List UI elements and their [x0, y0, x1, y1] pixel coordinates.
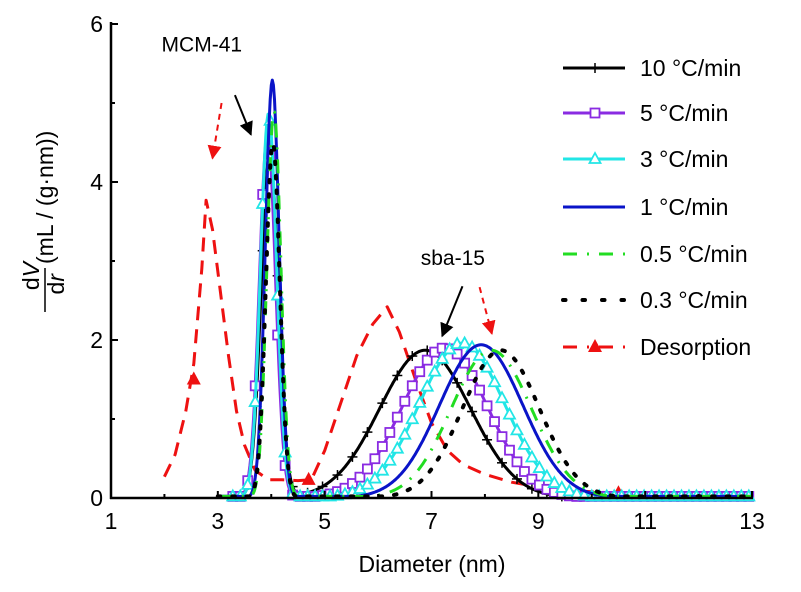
y-tick-label: 6 — [90, 11, 103, 37]
annotation-arrow — [478, 286, 496, 336]
data-marker — [511, 456, 523, 468]
legend-item: 5 °C/min — [563, 100, 728, 126]
data-marker — [405, 411, 420, 425]
data-marker — [494, 390, 510, 404]
x-tick-label: 5 — [318, 508, 331, 534]
data-marker — [421, 354, 433, 366]
annotation-arrow — [207, 102, 223, 160]
data-marker — [390, 440, 405, 454]
legend-item: Desorption — [563, 334, 751, 360]
y-title-num-d: d — [18, 277, 44, 290]
data-marker — [375, 462, 390, 476]
y-tick-label: 0 — [90, 485, 103, 511]
data-marker — [186, 371, 201, 385]
data-marker — [539, 468, 554, 482]
legend-marker — [588, 339, 602, 352]
y-title-den-d: d — [43, 282, 69, 295]
data-marker — [384, 427, 396, 438]
y-title-den-r: r — [43, 273, 69, 282]
legend-label: Desorption — [640, 334, 751, 360]
y-tick-label: 4 — [90, 169, 103, 195]
annotation-label: MCM-41 — [162, 34, 243, 57]
y-title-units: (mL / (g·nm)) — [32, 131, 58, 264]
legend-marker — [587, 151, 603, 164]
x-axis-title: Diameter (nm) — [359, 551, 506, 577]
data-marker — [487, 374, 502, 388]
legend-label: 3 °C/min — [640, 146, 728, 172]
data-marker — [457, 335, 472, 349]
y-tick-label: 2 — [90, 327, 103, 353]
series-line — [215, 141, 754, 499]
data-marker — [502, 406, 517, 420]
x-tick-label: 7 — [425, 508, 438, 534]
data-marker — [517, 436, 532, 450]
data-marker — [369, 453, 381, 465]
legend-item: 1 °C/min — [563, 194, 728, 220]
data-marker — [361, 463, 373, 475]
data-marker — [496, 431, 508, 443]
series-line — [217, 133, 753, 498]
legend-marker — [589, 107, 601, 119]
data-marker — [382, 452, 397, 466]
data-marker — [519, 466, 530, 477]
annotation-label: sba-15 — [421, 247, 485, 270]
legend-item: 0.5 °C/min — [563, 241, 748, 267]
data-marker — [420, 378, 435, 392]
data-marker — [399, 395, 411, 407]
data-marker — [414, 366, 426, 378]
y-title-num-v: V — [18, 259, 44, 277]
series-0-3-c-min — [215, 141, 754, 499]
svg-text:dV: dV — [18, 259, 44, 290]
series-5-c-min — [217, 133, 755, 502]
data-marker — [360, 476, 375, 490]
data-marker — [466, 370, 478, 381]
data-marker — [547, 475, 562, 488]
x-tick-label: 11 — [633, 508, 657, 534]
data-marker — [524, 449, 539, 463]
data-marker — [367, 470, 382, 484]
legend-label: 5 °C/min — [640, 100, 728, 126]
legend-item: 0.3 °C/min — [561, 287, 748, 313]
annotation-arrow — [234, 94, 253, 136]
legend-label: 0.3 °C/min — [640, 287, 748, 313]
data-marker — [504, 444, 515, 456]
x-tick-label: 9 — [532, 508, 545, 534]
y-axis-title: dV dr (mL / (g·nm)) — [18, 131, 69, 312]
data-marker — [435, 350, 450, 364]
data-marker — [526, 473, 538, 485]
legend-label: 1 °C/min — [640, 194, 728, 220]
data-marker — [412, 395, 427, 408]
data-marker — [481, 400, 493, 412]
svg-text:dr: dr — [43, 273, 69, 295]
legend-item: 10 °C/min — [563, 55, 741, 81]
data-marker — [391, 411, 403, 423]
data-marker — [248, 394, 263, 407]
data-marker — [532, 460, 547, 473]
data-marker — [406, 380, 418, 392]
legend-label: 0.5 °C/min — [640, 241, 748, 267]
x-tick-label: 13 — [739, 508, 765, 534]
data-marker — [240, 477, 255, 490]
data-marker — [474, 384, 485, 396]
data-marker — [562, 483, 577, 497]
legend-label: 10 °C/min — [640, 55, 741, 81]
x-tick-label: 1 — [105, 508, 118, 534]
annotations-layer: MCM-41 sba-15 — [162, 34, 496, 338]
data-marker — [489, 416, 500, 428]
data-marker — [554, 480, 569, 493]
legend-item: 3 °C/min — [563, 146, 728, 172]
data-marker — [509, 422, 524, 436]
data-marker — [427, 363, 442, 377]
x-tick-label: 3 — [211, 508, 224, 534]
data-marker — [301, 471, 316, 485]
data-marker — [397, 426, 412, 440]
annotation-arrow — [440, 285, 464, 338]
legend: 10 °C/min 5 °C/min 3 °C/min 1 °C/min 0.5 °C/… — [561, 55, 751, 360]
data-marker — [376, 441, 388, 452]
